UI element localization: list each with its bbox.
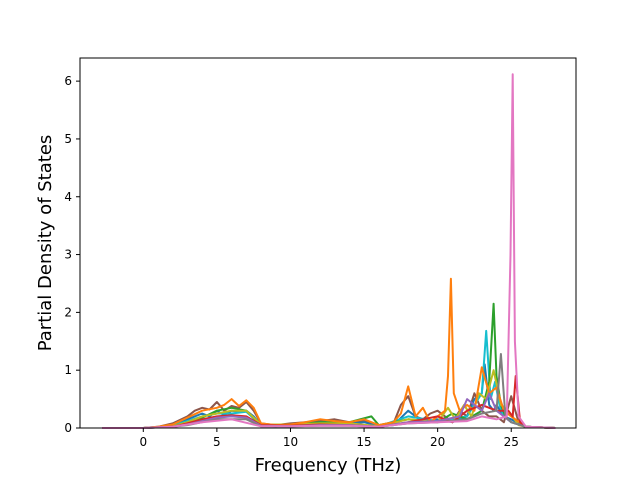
series-layer <box>102 73 556 429</box>
series-line-6 <box>102 277 556 429</box>
y-axis-ticks: 0 1 2 3 4 5 6 <box>64 74 80 435</box>
x-tick-label: 10 <box>283 435 298 449</box>
y-axis-label: Partial Density of States <box>35 135 56 352</box>
x-tick-label: 25 <box>504 435 519 449</box>
x-tick-label: 0 <box>139 435 147 449</box>
y-tick-label: 5 <box>64 132 72 146</box>
y-tick-label: 2 <box>64 305 72 319</box>
y-tick-label: 6 <box>64 74 72 88</box>
plot-frame <box>79 57 577 429</box>
series-line-10 <box>102 73 556 429</box>
y-tick-label: 4 <box>64 190 72 204</box>
y-tick-label: 0 <box>64 421 72 435</box>
x-tick-label: 15 <box>356 435 371 449</box>
x-axis-label: Frequency (THz) <box>255 455 402 476</box>
x-axis-ticks: 0 5 10 15 20 25 <box>139 428 519 449</box>
x-tick-label: 5 <box>213 435 221 449</box>
y-tick-label: 1 <box>64 363 72 377</box>
x-tick-label: 20 <box>430 435 445 449</box>
y-tick-label: 3 <box>64 248 72 262</box>
